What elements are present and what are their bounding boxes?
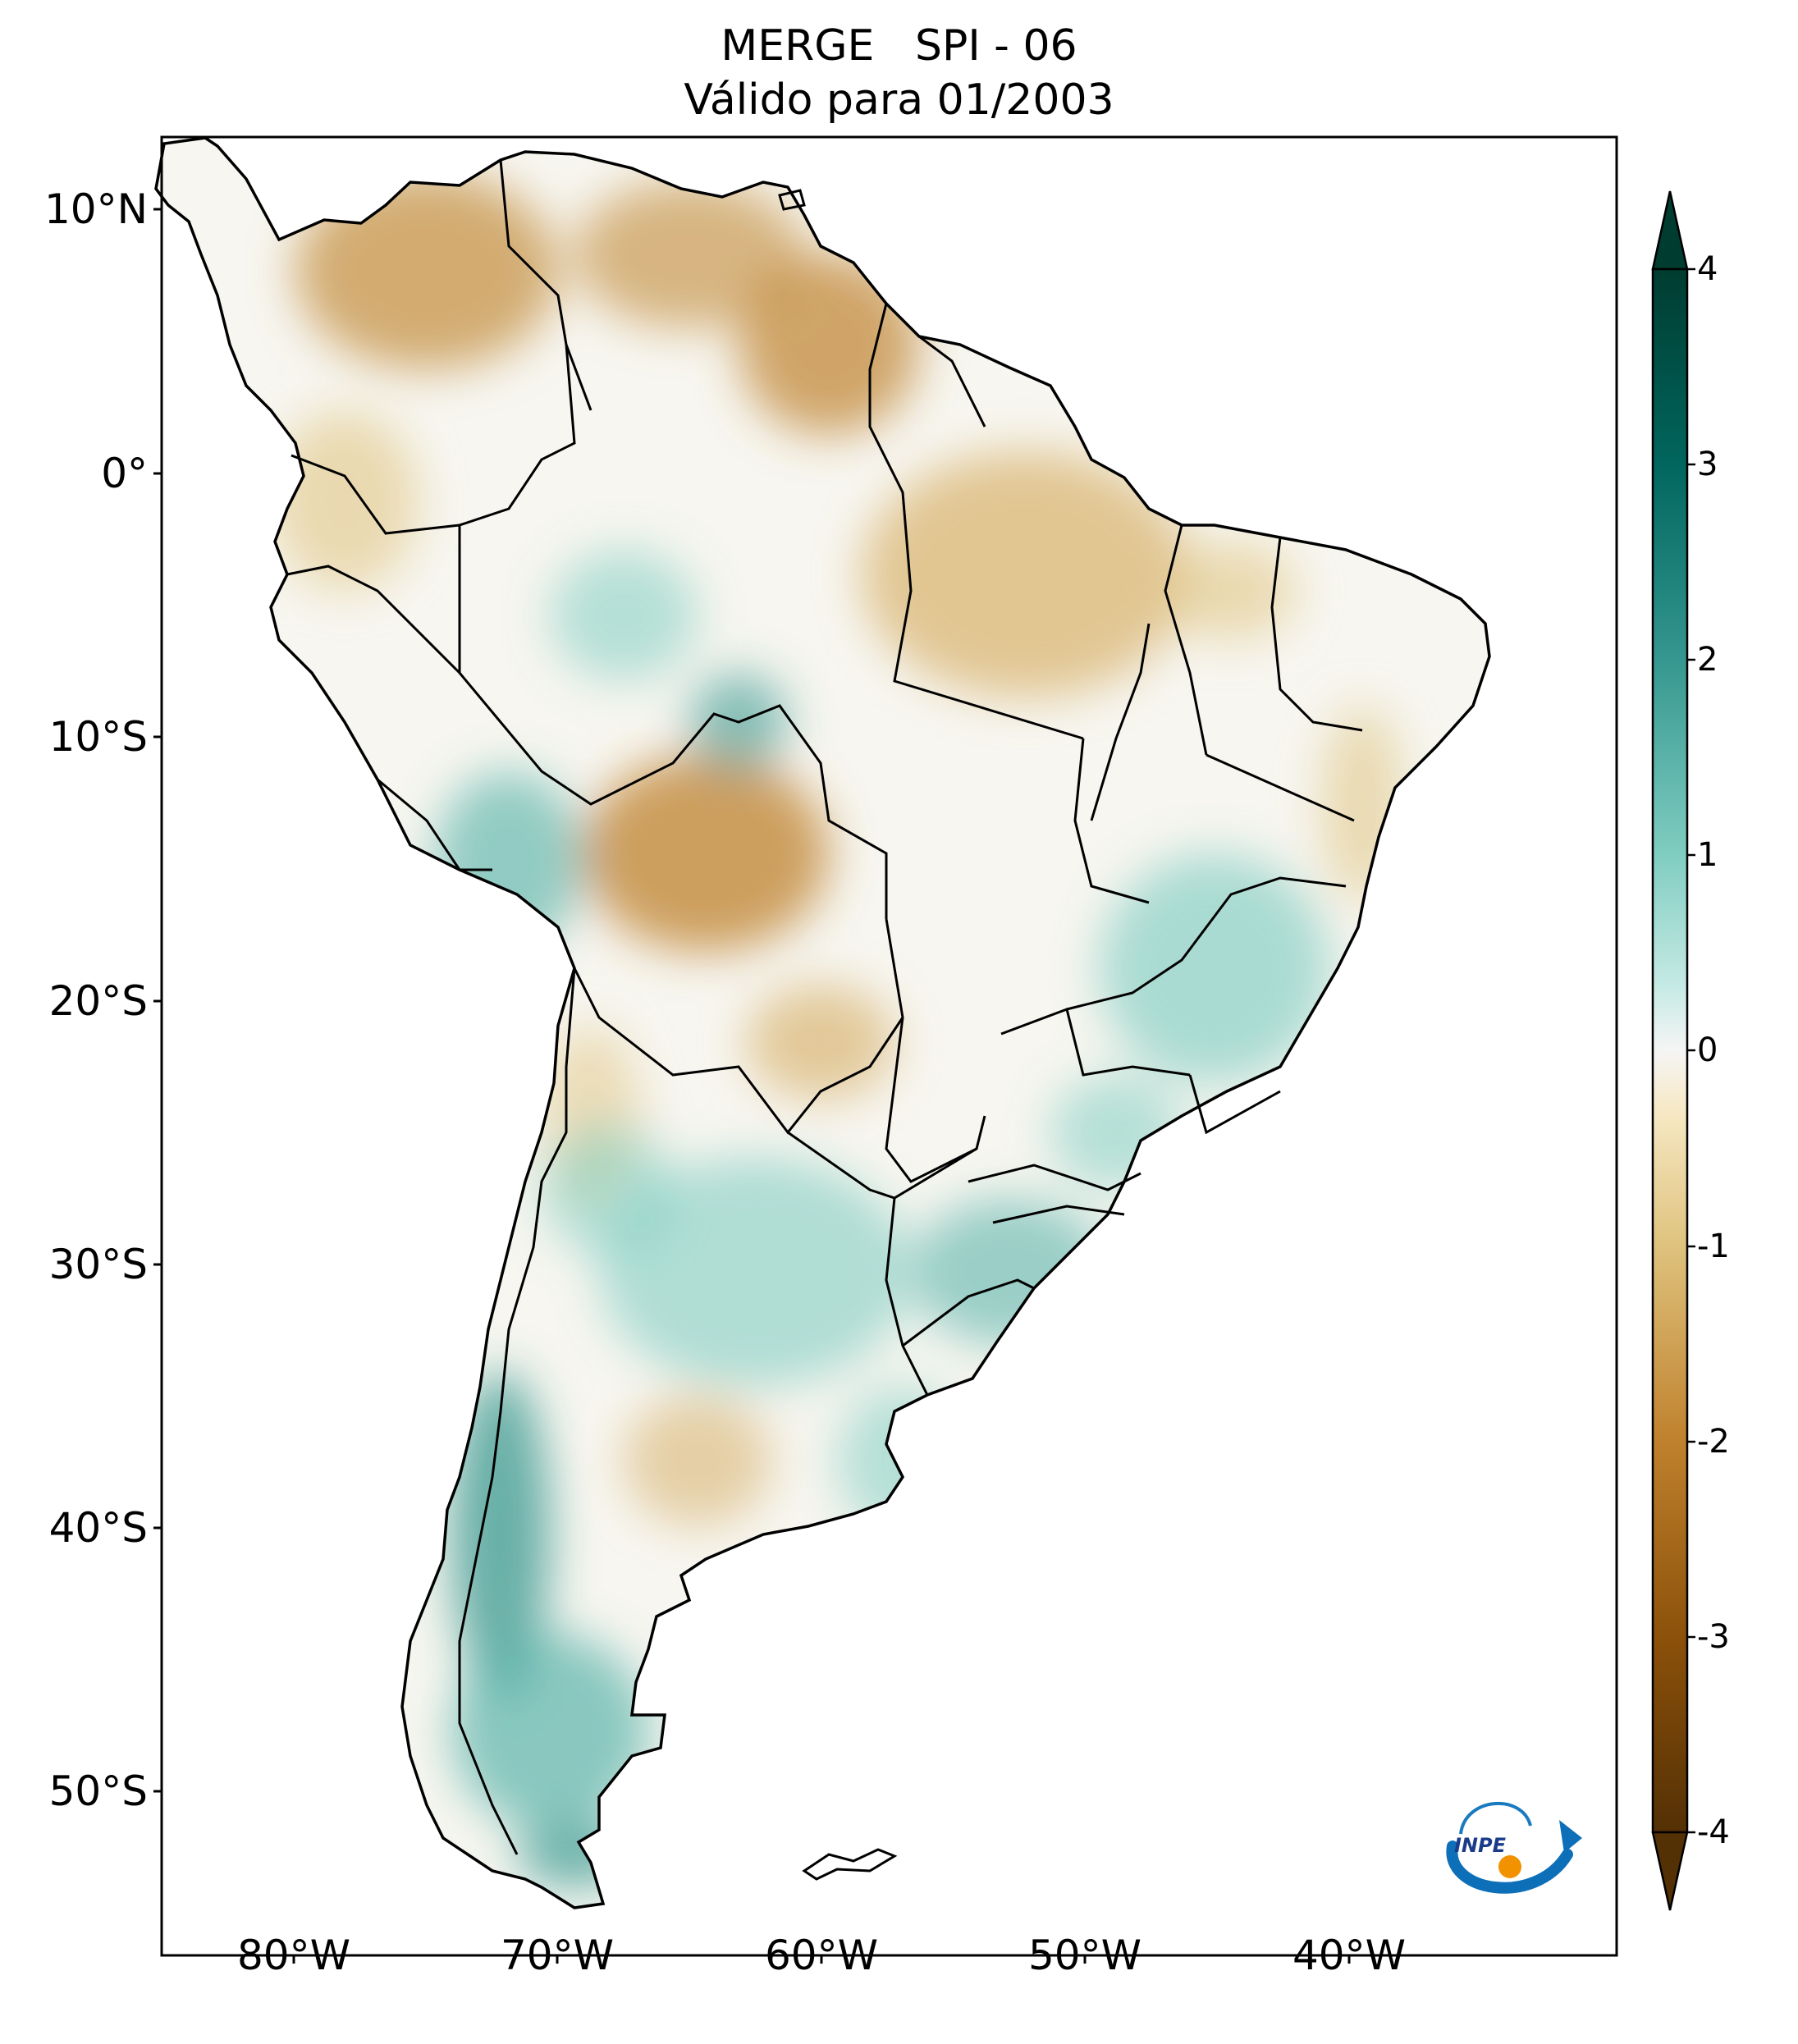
falkland-islands — [802, 1848, 898, 1881]
border-colombia-venezuela — [499, 159, 592, 411]
colorbar-gradient — [1651, 268, 1689, 1834]
colorbar-min-extension — [1651, 1831, 1689, 1911]
lat-label-40s: 40°S — [48, 1504, 148, 1552]
border-state-4 — [1270, 537, 1363, 732]
axis-ticks — [153, 208, 1351, 1964]
spi-field — [156, 138, 1489, 1908]
inpe-logo-text: INPE — [1454, 1834, 1507, 1857]
border-brazil-west — [458, 344, 888, 919]
lat-label-10s: 10°S — [48, 713, 148, 761]
colorbar-label-4: 4 — [1697, 250, 1718, 288]
inpe-logo: INPE — [1446, 1801, 1582, 1894]
lat-label-10n: 10°N — [43, 185, 148, 233]
colorbar-max-extension — [1651, 190, 1689, 271]
colorbar-label-neg4: -4 — [1697, 1813, 1730, 1851]
border-amazonas-para — [868, 303, 1084, 740]
lat-label-30s: 30°S — [48, 1241, 148, 1288]
border-state-6 — [1066, 876, 1347, 1011]
lon-label-50w: 50°W — [1027, 1932, 1142, 1979]
colorbar-label-0: 0 — [1697, 1031, 1718, 1069]
border-state-3 — [1164, 524, 1208, 756]
border-peru — [377, 778, 492, 871]
colorbar-label-1: 1 — [1697, 836, 1718, 874]
island-trinidad — [778, 189, 806, 211]
colorbar-label-neg2: -2 — [1697, 1423, 1730, 1461]
lat-label-20s: 20°S — [48, 977, 148, 1025]
border-colombia-ecuador — [291, 454, 460, 535]
lon-label-40w: 40°W — [1292, 1932, 1407, 1979]
border-paraguay — [885, 1017, 986, 1183]
colorbar-label-2: 2 — [1697, 641, 1718, 679]
borders — [286, 159, 1363, 1855]
border-uruguay-west — [885, 1197, 929, 1396]
border-chile-argentina — [458, 967, 576, 1855]
colorbar-label-neg1: -1 — [1697, 1228, 1730, 1265]
colorbar-ticks — [1687, 268, 1695, 1834]
border-state-7 — [1000, 1008, 1191, 1077]
border-state-1 — [1073, 738, 1150, 904]
border-state-11 — [1123, 1140, 1142, 1182]
border-state-10 — [992, 1205, 1125, 1224]
map-frame — [160, 135, 1618, 1957]
border-argentina-paraguay — [787, 1131, 977, 1200]
lat-label-0: 0° — [101, 450, 148, 497]
border-ecuador-peru — [286, 565, 461, 674]
border-state-5 — [1206, 753, 1355, 822]
border-state-2 — [1090, 623, 1151, 821]
colorbar — [1651, 190, 1695, 1911]
border-state-8 — [1188, 1074, 1281, 1135]
map-title: MERGE SPI - 06 — [721, 21, 1077, 71]
map-subtitle: Válido para 01/2003 — [684, 75, 1114, 125]
border-amapa — [918, 335, 986, 428]
border-uruguay-brazil — [902, 1278, 1035, 1347]
colorbar-label-3: 3 — [1697, 446, 1718, 483]
lon-label-80w: 80°W — [236, 1932, 351, 1979]
colorbar-label-neg3: -3 — [1697, 1618, 1730, 1656]
lon-label-70w: 70°W — [500, 1932, 615, 1979]
lat-label-50s: 50°S — [48, 1767, 148, 1815]
lon-label-60w: 60°W — [764, 1932, 879, 1979]
coastline — [154, 136, 1491, 1909]
